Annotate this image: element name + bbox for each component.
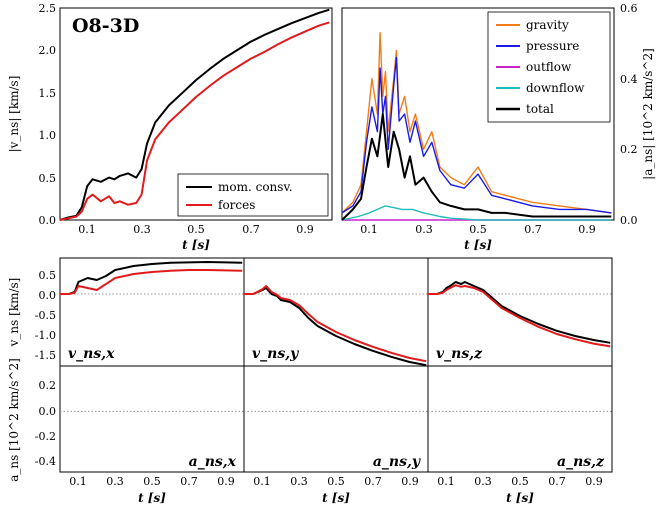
y-tick: 0.2 [620,143,638,156]
y-tick: 0.4 [620,73,638,86]
x-tick: 0.3 [290,475,308,488]
figure-label: O8-3D [72,15,139,37]
series-line-total [341,113,612,221]
series-line-forces [428,284,611,348]
x-tick: 0.9 [578,223,596,236]
x-tick: 0.5 [469,223,487,236]
x-tick: 0.5 [187,223,205,236]
y-tick: 1.5 [39,87,57,100]
x-tick: 0.3 [133,223,151,236]
panel-label: a_ns,x [189,454,237,470]
velocity-components-row: 0.5 0.0 -0.5 -1.0 -1.5 v_ns [km/s] v_ns,… [7,257,613,367]
y-tick: 0.5 [39,172,57,185]
series-line-pressure [341,56,612,214]
x-tick: 0.7 [364,475,382,488]
legend-label: downflow [526,81,585,95]
y-axis-label: v_ns [km/s] [7,278,21,348]
legend-label: gravity [526,18,569,32]
y-tick: -0.2 [35,430,56,443]
x-axis-label: t [s] [322,491,350,505]
y-tick: -1.0 [35,329,56,342]
x-tick: 0.7 [180,475,198,488]
legend-label: total [526,102,554,116]
x-tick: 0.3 [415,223,433,236]
y-tick: 0.0 [39,289,57,302]
y-tick: 0.5 [39,269,57,282]
panel-acceleration-magnitude: 0.0 0.2 0.4 0.6 0.1 0.3 0.5 0.7 0.9 t [s… [341,2,655,252]
series-line-forces [59,21,330,221]
series-line-forces [60,269,243,295]
legend: mom. consv. forces [177,173,329,217]
x-tick: 0.9 [585,475,603,488]
x-tick: 0.1 [69,475,87,488]
legend-label: mom. consv. [218,180,293,194]
series-line-downflow [341,205,612,221]
y-tick: 2.0 [39,44,57,57]
x-tick: 0.1 [360,223,378,236]
x-tick: 0.9 [401,475,419,488]
axes-frame [59,7,333,221]
x-tick: 0.7 [548,475,566,488]
x-tick: 0.5 [327,475,345,488]
legend-label: pressure [526,39,579,53]
y-tick: 0.0 [39,405,57,418]
y-tick: 0.0 [39,214,57,227]
x-tick: 0.1 [78,223,96,236]
axes-frame-az [427,365,613,473]
series-line-gravity [341,32,612,214]
x-tick: 0.9 [217,475,235,488]
y-axis-label: |v_ns| [km/s] [7,76,21,153]
y-tick: -0.5 [35,309,56,322]
panel-label: v_ns,x [68,346,115,362]
panel-label: v_ns,z [436,346,483,362]
y-tick: 1.0 [39,129,57,142]
y-tick: 0.2 [39,379,57,392]
x-axis-label: t [s] [506,491,534,505]
panel-label: v_ns,y [252,346,299,362]
series-line-forces [244,285,427,363]
legend-label: outflow [526,60,572,74]
y-tick: -0.4 [35,455,56,468]
y-tick: 2.5 [39,2,57,15]
x-tick: 0.3 [106,475,124,488]
x-axis-label: t [s] [464,238,492,252]
y-axis-label: a_ns [10^2 km/s^2] [7,358,21,482]
x-tick: 0.5 [511,475,529,488]
panel-speed-magnitude: O8-3D 0.0 0.5 1.0 1.5 2.0 2.5 0.1 0.3 0.… [7,2,333,252]
legend: gravity pressure outflow downflow total [487,11,611,123]
series-line-mom-consv [60,261,243,295]
panel-label: a_ns,z [557,454,605,470]
x-tick: 0.7 [524,223,542,236]
x-tick: 0.7 [242,223,260,236]
y-tick: 0.0 [620,214,638,227]
x-tick: 0.1 [437,475,455,488]
series-line-mom-consv [244,287,427,367]
series-line-mom-consv [428,281,611,344]
panel-label: a_ns,y [373,454,421,470]
x-axis-label: t [s] [138,491,166,505]
x-tick: 0.9 [296,223,314,236]
y-tick: -1.5 [35,349,56,362]
legend-label: forces [218,198,255,212]
series-line-mom-consv [59,8,330,221]
acceleration-components-row: 0.2 0.0 -0.2 -0.4 a_ns [10^2 km/s^2] a_n… [7,358,613,505]
y-axis-label: |a_ns| [10^2 km/s^2] [641,48,655,180]
x-tick: 0.5 [143,475,161,488]
x-axis-label: t [s] [182,238,210,252]
y-tick: 0.6 [620,2,638,15]
x-tick: 0.1 [253,475,271,488]
x-tick: 0.3 [474,475,492,488]
